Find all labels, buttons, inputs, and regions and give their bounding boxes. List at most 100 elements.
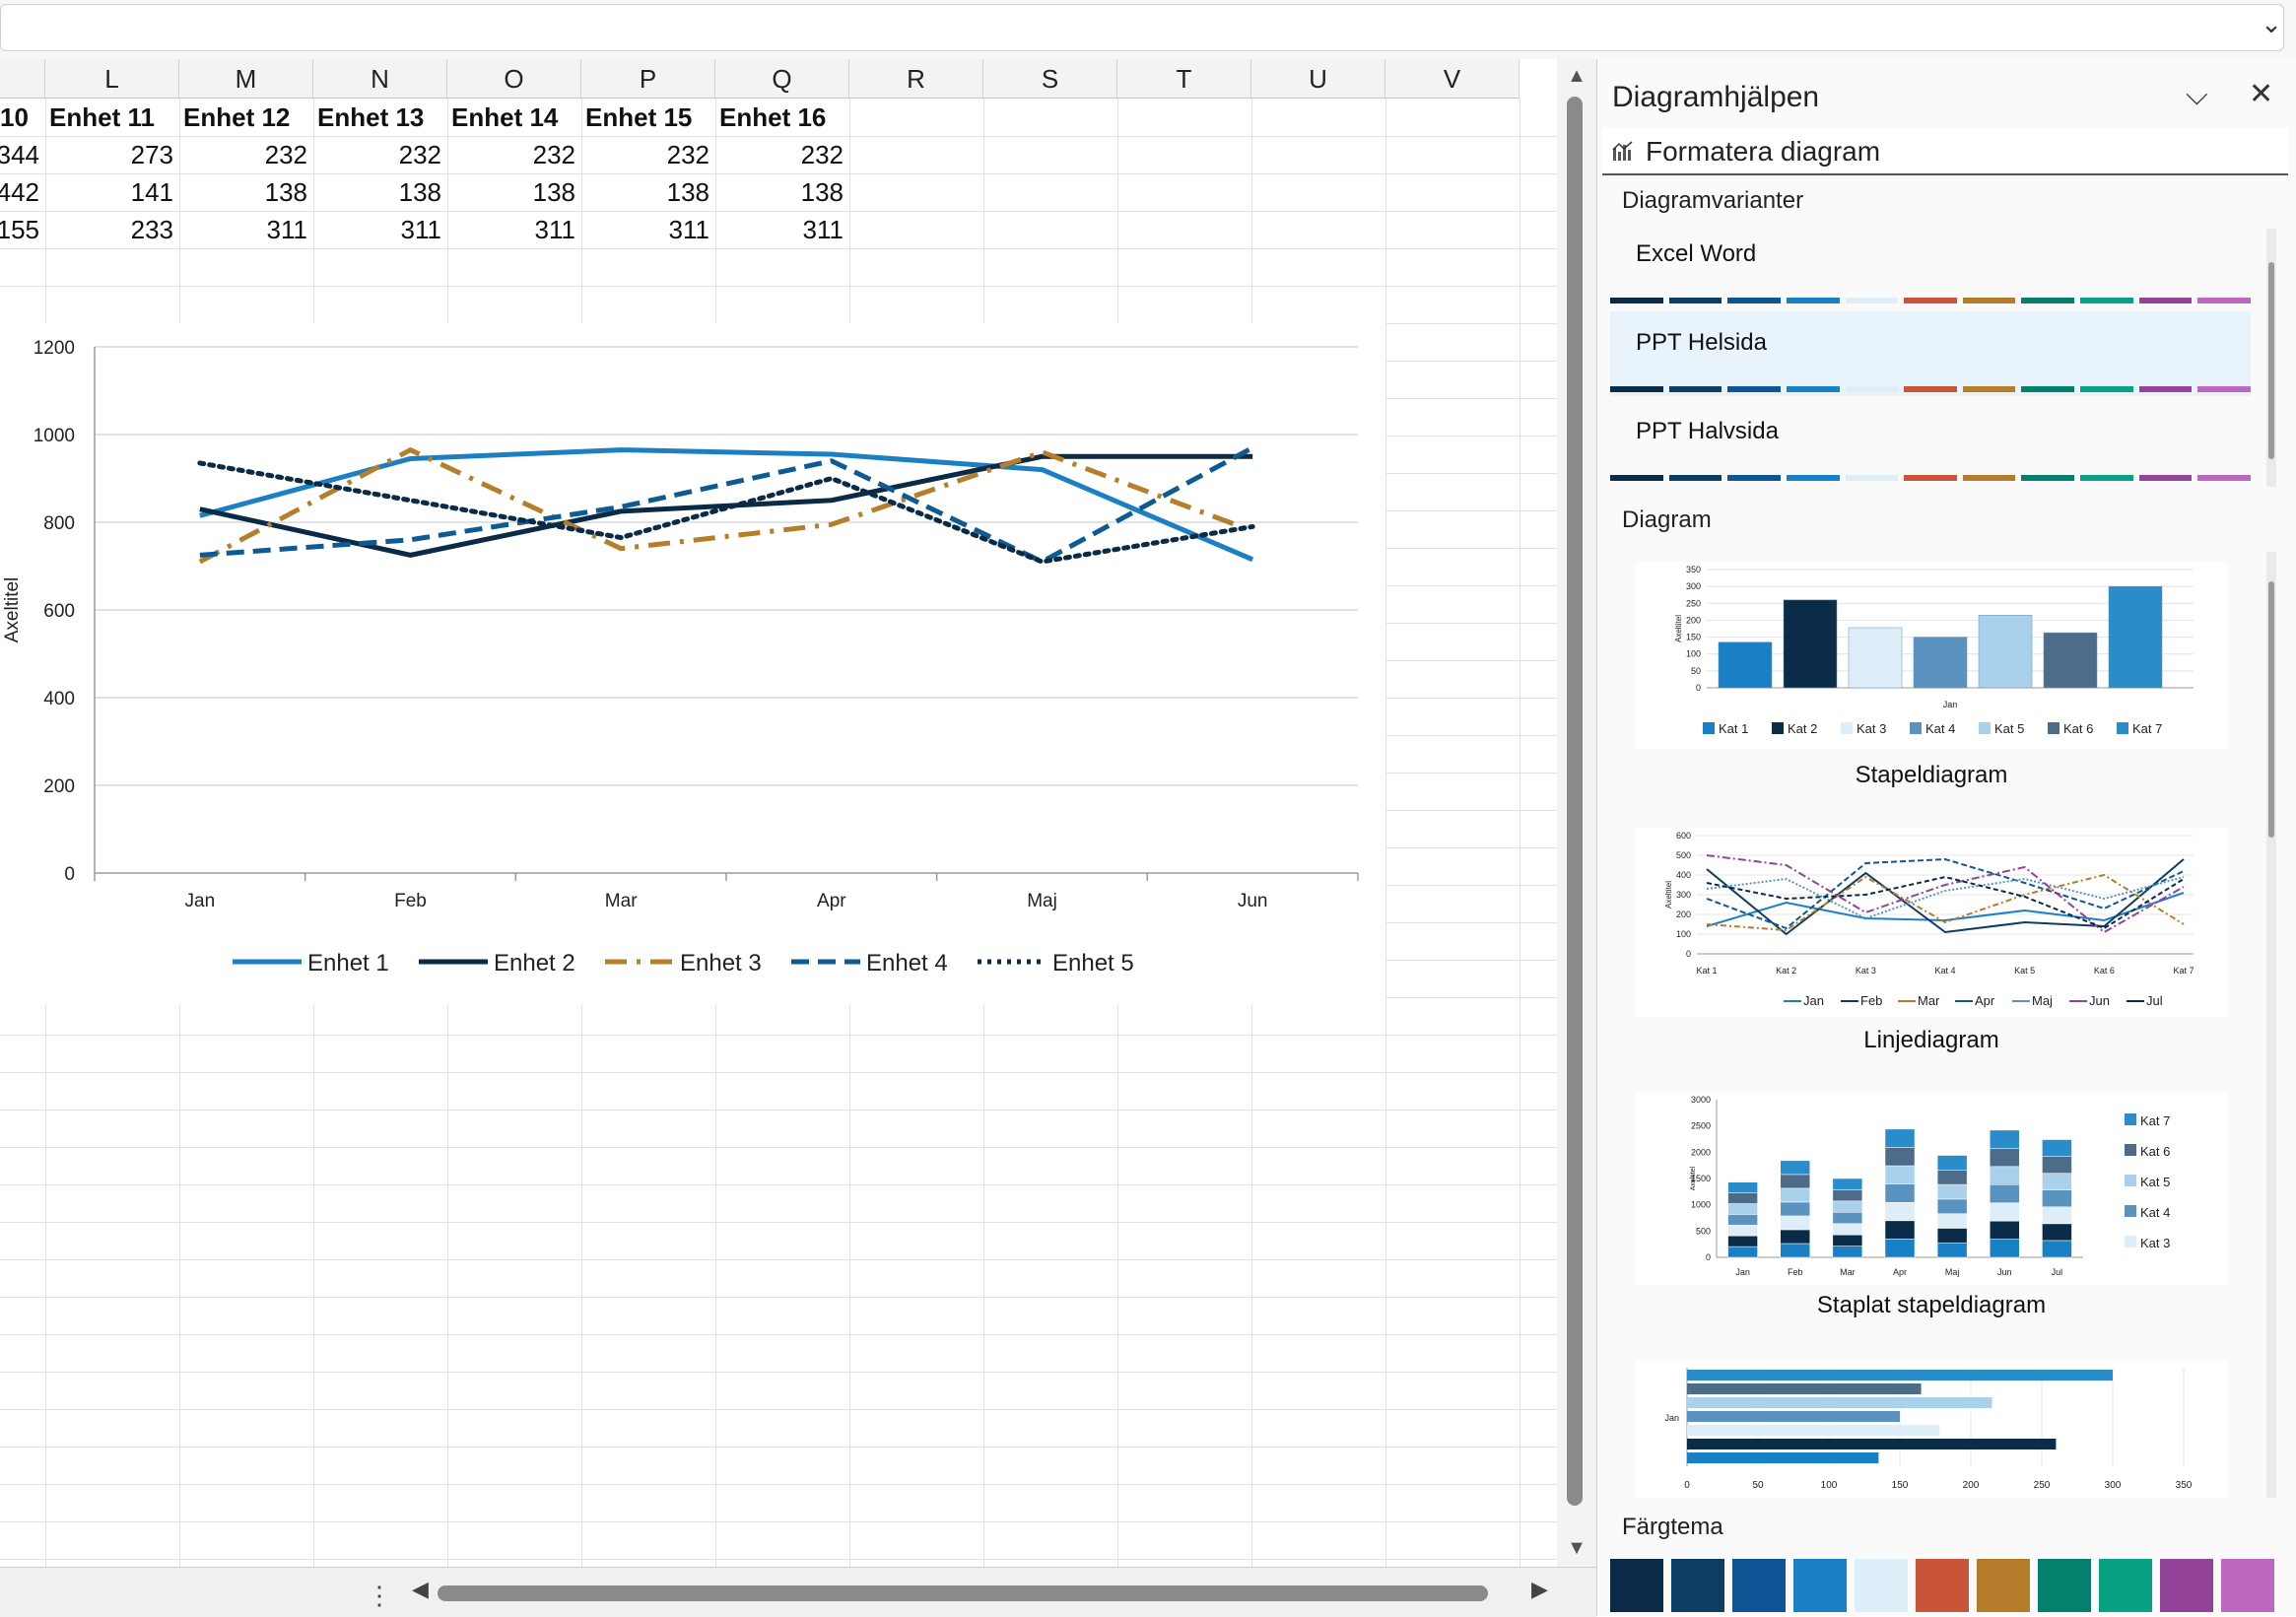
table-cell[interactable]: 311: [266, 215, 307, 244]
series-line[interactable]: [198, 447, 1254, 565]
variant-option[interactable]: Excel Word: [1610, 223, 2252, 307]
table-cell[interactable]: 138: [264, 177, 307, 207]
table-cell[interactable]: 344: [0, 140, 39, 169]
color-swatch[interactable]: [1732, 1559, 1786, 1612]
color-swatch[interactable]: [1916, 1559, 1969, 1612]
table-cell[interactable]: 273: [130, 140, 173, 169]
stacked-bar-thumbnail[interactable]: 0 500 1000 1500 2000 2500 3000 Axeltitel Jan Feb M…: [1636, 1092, 2227, 1285]
table-cell[interactable]: 311: [668, 215, 709, 244]
color-swatch[interactable]: [1855, 1559, 1908, 1612]
table-cell[interactable]: 311: [534, 215, 575, 244]
bar-segment: [1832, 1234, 1863, 1246]
column-header[interactable]: T: [1117, 59, 1251, 99]
vertical-scroll-thumb[interactable]: [1567, 97, 1583, 1506]
table-cell[interactable]: 155: [0, 215, 39, 244]
series-line[interactable]: [199, 453, 1253, 558]
bar-segment: [1990, 1183, 2020, 1203]
pane-options-chevron-icon[interactable]: ⌵: [2186, 79, 2208, 111]
color-swatch[interactable]: [1793, 1559, 1847, 1612]
line-chart-thumbnail[interactable]: 0 100 200 300 400 500 600 Axeltitel Kat 1 Kat 2 Ka…: [1636, 828, 2227, 1017]
table-cell[interactable]: Enhet 13: [317, 102, 425, 132]
column-header[interactable]: V: [1385, 59, 1519, 99]
chart-type-label[interactable]: Stapeldiagram: [1855, 762, 2008, 788]
chart-type-label[interactable]: Staplat stapeldiagram: [1816, 1292, 2047, 1318]
color-swatch[interactable]: [2221, 1559, 2274, 1612]
legend-label: Kat 5: [1994, 721, 2024, 736]
bar-segment: [1832, 1246, 1863, 1258]
column-header[interactable]: P: [581, 59, 715, 99]
chart-type-label[interactable]: Linjediagram: [1863, 1027, 1999, 1053]
table-cell[interactable]: 10: [0, 102, 29, 132]
table-cell[interactable]: 233: [130, 215, 173, 244]
scroll-down-icon[interactable]: ▼: [1567, 1537, 1587, 1559]
legend-label: Apr: [1975, 993, 1995, 1008]
scroll-left-icon[interactable]: ◀: [412, 1577, 429, 1601]
color-swatch[interactable]: [1977, 1559, 2030, 1612]
format-chart-row[interactable]: [1602, 128, 2288, 175]
diagram-scrollbar[interactable]: [2266, 552, 2276, 1498]
color-swatch[interactable]: [2038, 1559, 2091, 1612]
column-header[interactable]: O: [447, 59, 581, 99]
table-cell[interactable]: 311: [400, 215, 441, 244]
table-cell[interactable]: 232: [398, 140, 441, 169]
bar-segment: [1780, 1174, 1810, 1189]
expand-formula-chevron-icon[interactable]: ⌄: [2261, 9, 2282, 38]
column-header[interactable]: [0, 59, 45, 99]
column-header[interactable]: M: [179, 59, 313, 99]
table-cell[interactable]: Enhet 15: [585, 102, 693, 132]
pane-close-icon[interactable]: ✕: [2249, 78, 2274, 110]
color-swatch[interactable]: [1671, 1559, 1724, 1612]
color-swatch[interactable]: [2099, 1559, 2152, 1612]
grid-line: [1519, 99, 1520, 1567]
table-cell[interactable]: 232: [532, 140, 575, 169]
table-cell[interactable]: Enhet 12: [183, 102, 291, 132]
column-header[interactable]: R: [849, 59, 983, 99]
variants-section-label: Diagramvarianter: [1622, 187, 1804, 214]
variant-option[interactable]: PPT Helsida: [1610, 311, 2252, 396]
color-swatch[interactable]: [2160, 1559, 2213, 1612]
table-cell[interactable]: 232: [264, 140, 307, 169]
horizontal-bar-thumbnail[interactable]: 0 50 100 150 200 250 300 350 Jan: [1636, 1360, 2227, 1498]
series-line[interactable]: [197, 460, 1255, 565]
y-axis-title: Axeltitel: [1690, 1166, 1697, 1190]
table-cell[interactable]: 138: [666, 177, 709, 207]
column-header[interactable]: S: [983, 59, 1117, 99]
bar-chart-thumbnail[interactable]: 0 50 100 150 200 250 300 350 Axeltitel Jan Kat 1 Ka…: [1636, 562, 2227, 749]
y-tick-label: 50: [1691, 666, 1701, 676]
formula-input[interactable]: [0, 4, 2284, 51]
table-cell[interactable]: Enhet 14: [451, 102, 559, 132]
table-cell[interactable]: 311: [802, 215, 844, 244]
table-cell[interactable]: 141: [130, 177, 173, 207]
legend-swatch: [1910, 722, 1922, 734]
horizontal-scroll-thumb[interactable]: [438, 1585, 1488, 1601]
column-header[interactable]: L: [45, 59, 179, 99]
table-cell[interactable]: 442: [0, 177, 39, 207]
bar-segment: [1884, 1239, 1916, 1258]
column-header[interactable]: N: [313, 59, 447, 99]
more-options-icon[interactable]: ⋮: [367, 1581, 392, 1610]
column-header[interactable]: Q: [715, 59, 849, 99]
table-cell[interactable]: 232: [800, 140, 844, 169]
table-cell[interactable]: Enhet 16: [719, 102, 827, 132]
table-cell[interactable]: 232: [666, 140, 709, 169]
format-chart-label[interactable]: Formatera diagram: [1646, 136, 1881, 167]
series-line[interactable]: [199, 445, 1254, 565]
table-cell[interactable]: 138: [532, 177, 575, 207]
line-chart[interactable]: 0 200 400 600 800 1000 1200 Jan Feb Mar Apr Maj Jun A…: [0, 323, 1385, 1005]
table-cell[interactable]: 138: [800, 177, 844, 207]
table-cell[interactable]: 138: [398, 177, 441, 207]
palette-segment: [1962, 298, 2016, 303]
scroll-right-icon[interactable]: ▶: [1531, 1577, 1548, 1601]
scroll-up-icon[interactable]: ▲: [1567, 65, 1587, 87]
diagram-scroll-thumb[interactable]: [2268, 581, 2274, 838]
variants-scroll-thumb[interactable]: [2268, 262, 2274, 459]
x-tick-label: Jun: [1238, 891, 1268, 911]
palette-segment: [1668, 475, 1722, 481]
color-swatch[interactable]: [1610, 1559, 1663, 1612]
column-header[interactable]: U: [1251, 59, 1385, 99]
table-cell[interactable]: Enhet 11: [49, 102, 155, 132]
variant-option[interactable]: PPT Halvsida: [1610, 400, 2252, 485]
bar-chart-thumbnail-svg: 0 50 100 150 200 250 300 350 Axeltitel Jan Kat 1 Ka…: [1674, 565, 2194, 736]
x-tick-label: Mar: [605, 891, 638, 911]
